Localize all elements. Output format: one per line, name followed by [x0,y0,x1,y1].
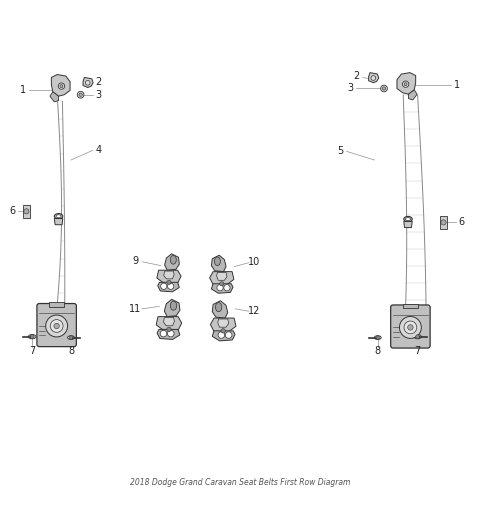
Circle shape [167,280,171,284]
Circle shape [371,76,376,80]
Ellipse shape [414,334,421,339]
Circle shape [218,332,225,338]
Text: 7: 7 [414,346,421,356]
Polygon shape [51,75,70,96]
Circle shape [85,80,90,85]
FancyBboxPatch shape [37,304,76,347]
Ellipse shape [170,255,176,264]
Polygon shape [54,219,63,225]
Ellipse shape [28,334,36,339]
Circle shape [77,91,84,98]
Text: 2: 2 [353,71,360,81]
Polygon shape [165,254,180,270]
Circle shape [30,335,34,338]
Circle shape [24,209,29,214]
Polygon shape [50,92,59,102]
Polygon shape [164,271,174,279]
Text: 9: 9 [132,256,138,266]
Ellipse shape [216,303,222,312]
Ellipse shape [406,218,410,221]
Text: 12: 12 [248,306,261,316]
Circle shape [402,81,409,88]
Text: 1: 1 [20,86,26,95]
Polygon shape [408,90,417,100]
Text: 3: 3 [96,90,101,100]
Text: 4: 4 [96,145,101,156]
Bar [49,302,64,307]
Polygon shape [210,272,234,285]
Text: 8: 8 [375,346,381,356]
Polygon shape [164,300,180,316]
Circle shape [50,319,63,332]
Circle shape [404,83,407,86]
Ellipse shape [170,301,177,310]
Polygon shape [83,77,93,88]
Circle shape [404,321,417,334]
Circle shape [381,85,387,92]
Ellipse shape [215,257,220,266]
Polygon shape [211,284,233,293]
Polygon shape [218,319,228,327]
Circle shape [160,330,167,337]
Bar [403,304,418,308]
FancyBboxPatch shape [391,305,430,348]
Circle shape [441,220,446,225]
Bar [23,205,30,218]
Text: 6: 6 [459,218,465,227]
Ellipse shape [374,336,381,339]
Circle shape [161,283,167,289]
Circle shape [58,83,65,89]
Text: 7: 7 [29,346,36,356]
Polygon shape [210,318,236,332]
Ellipse shape [404,217,412,222]
Circle shape [221,329,226,333]
Polygon shape [158,282,180,292]
Text: 8: 8 [68,346,74,356]
Circle shape [382,87,386,90]
Polygon shape [397,73,416,94]
Text: 1: 1 [454,80,460,90]
Circle shape [220,282,224,286]
Text: 6: 6 [9,206,15,217]
Polygon shape [369,73,379,83]
Circle shape [46,315,68,337]
Circle shape [168,283,174,289]
Circle shape [416,335,420,338]
Circle shape [399,316,421,338]
Text: 11: 11 [129,304,142,314]
Polygon shape [211,255,226,272]
Text: 2: 2 [95,77,102,87]
Circle shape [376,336,380,339]
Ellipse shape [68,336,74,339]
Text: 2018 Dodge Grand Caravan Seat Belts First Row Diagram: 2018 Dodge Grand Caravan Seat Belts Firs… [130,478,350,487]
Text: 10: 10 [248,257,261,267]
Polygon shape [212,301,228,318]
Ellipse shape [56,215,61,218]
Polygon shape [156,316,182,330]
Polygon shape [212,331,235,341]
Circle shape [224,285,230,291]
Circle shape [69,336,73,339]
Polygon shape [404,221,412,228]
Circle shape [60,84,63,88]
Polygon shape [157,270,181,283]
Polygon shape [216,272,227,280]
Circle shape [167,327,171,332]
Circle shape [79,93,83,96]
Circle shape [408,325,413,330]
Circle shape [226,332,232,338]
Ellipse shape [54,214,63,219]
Circle shape [168,330,174,337]
Circle shape [54,323,60,329]
Text: 3: 3 [348,83,353,94]
Polygon shape [157,329,180,339]
Text: 5: 5 [337,146,344,156]
Polygon shape [164,317,174,326]
Bar [440,216,447,229]
Circle shape [217,285,223,291]
